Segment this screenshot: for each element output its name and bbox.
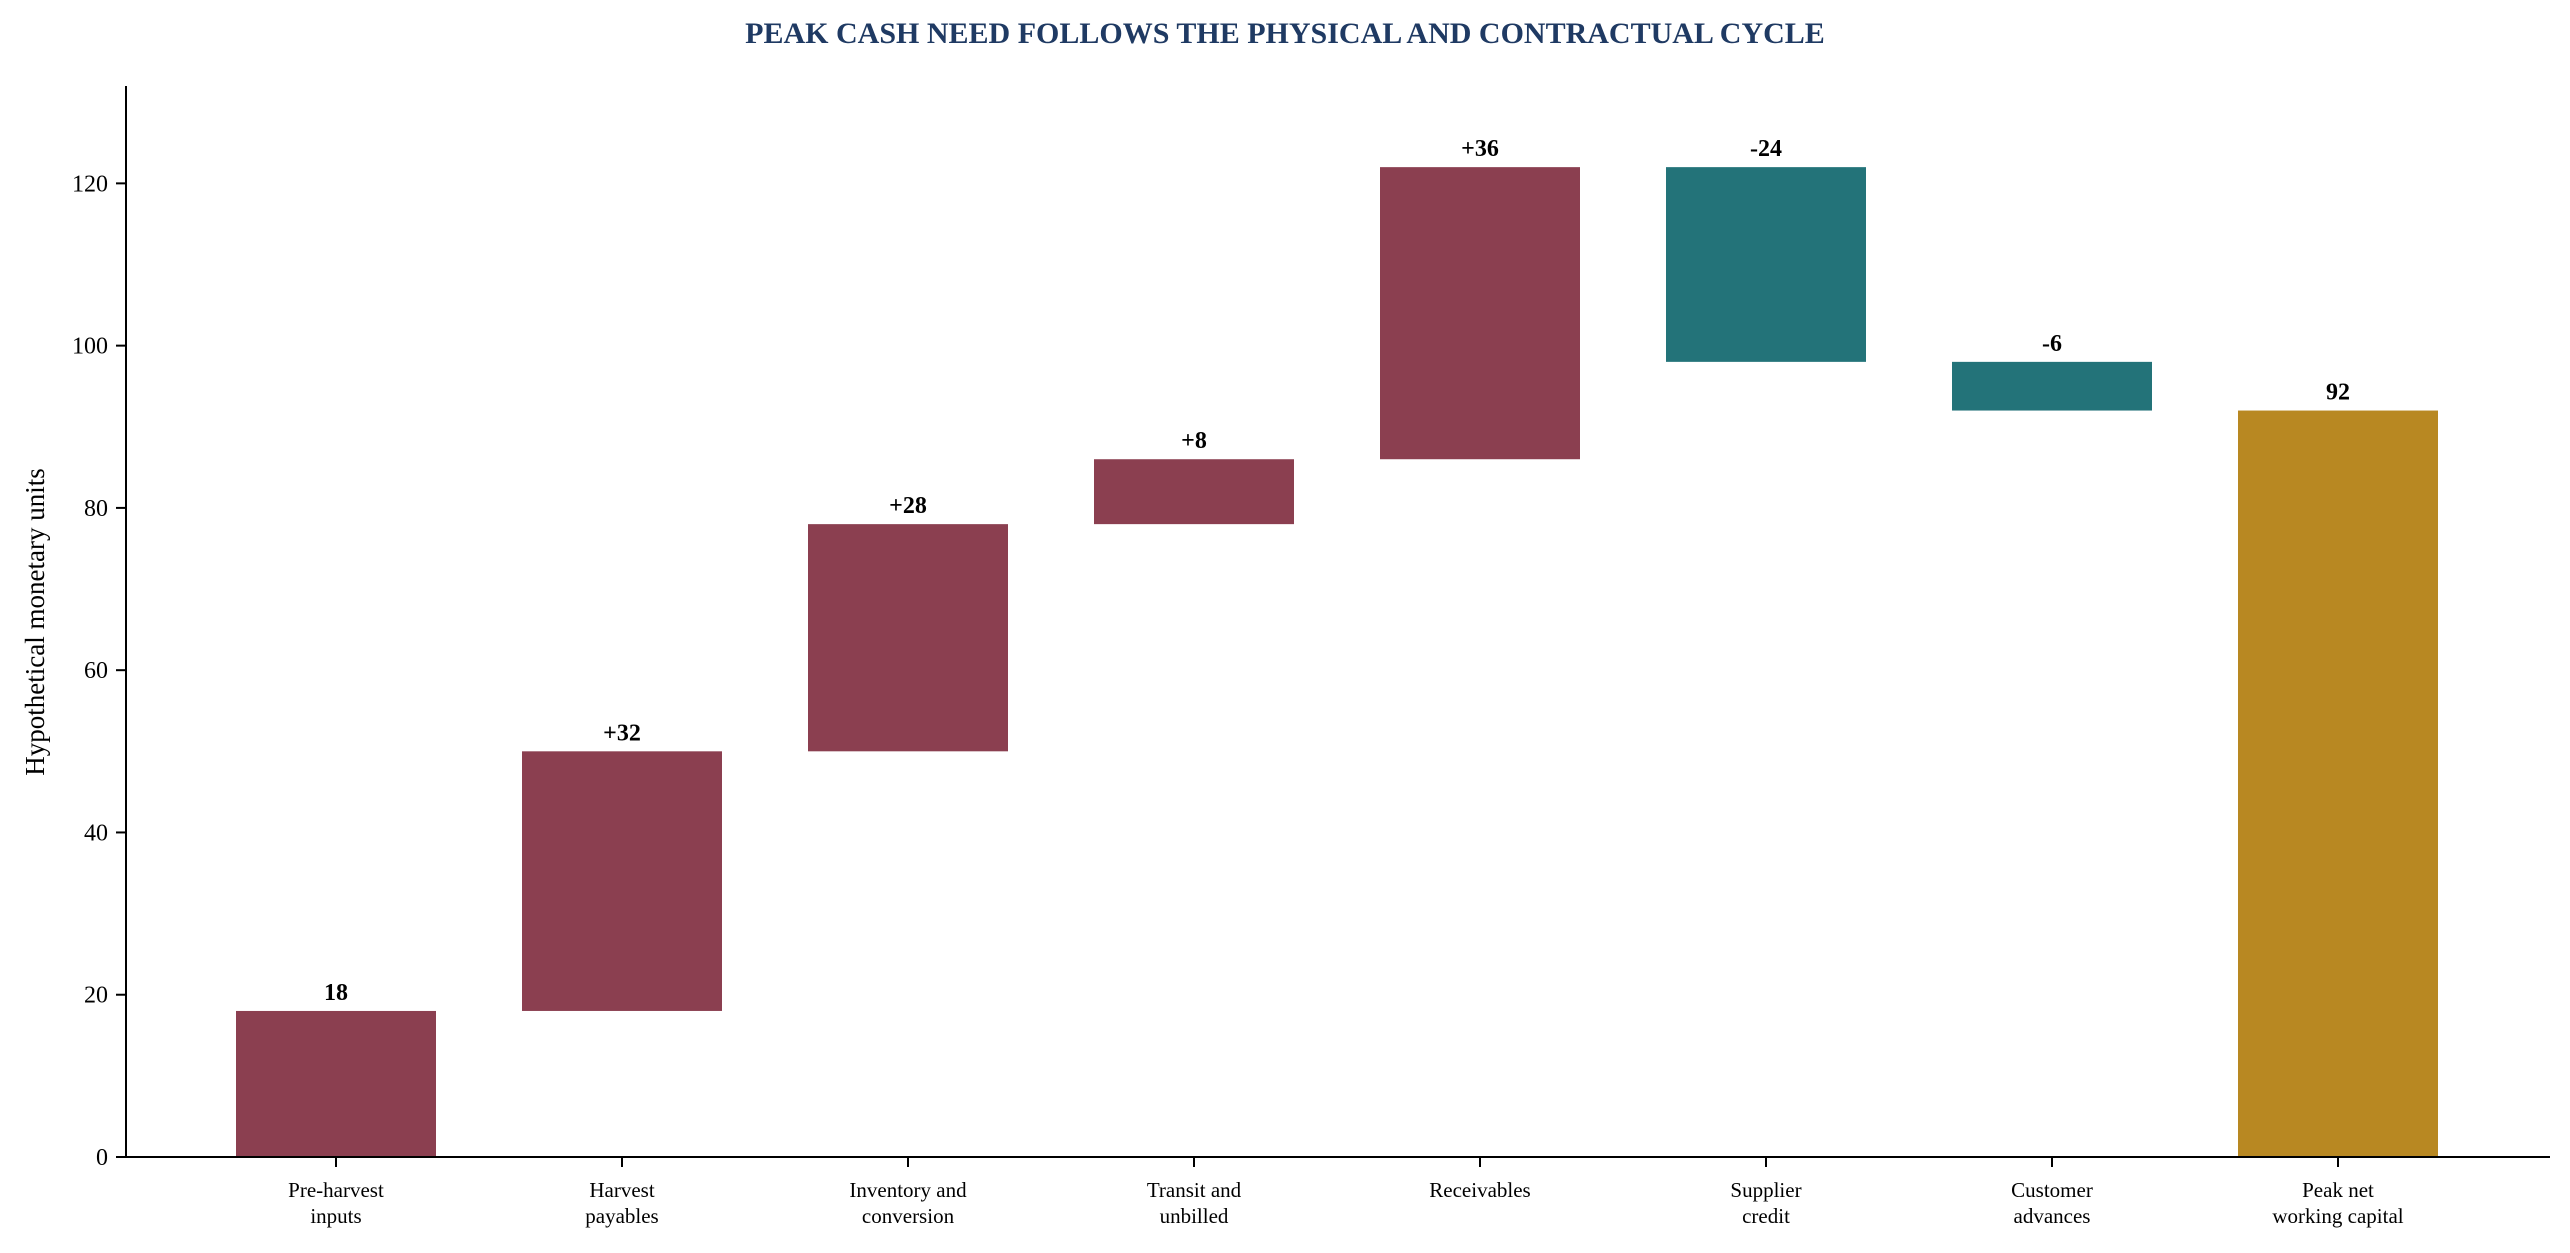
x-tick-label: Supplier [1730,1178,1801,1202]
bar-increase [808,524,1008,752]
x-tick-label: payables [585,1204,658,1228]
chart-title: PEAK CASH NEED FOLLOWS THE PHYSICAL AND … [745,17,1825,50]
data-label: -24 [1750,136,1782,162]
bar-increase [1380,167,1580,460]
x-tick-label: Customer [2011,1178,2093,1202]
data-label: +36 [1461,136,1499,162]
bars [236,167,2438,1158]
bar-increase [522,751,722,1011]
y-tick-label: 100 [72,334,108,360]
y-tick-label: 80 [84,496,108,522]
y-tick-label: 20 [84,983,108,1009]
bar-increase [1094,459,1294,525]
y-tick-label: 120 [72,171,108,197]
data-label: -6 [2042,331,2062,357]
x-tick-label: Inventory and [849,1178,967,1202]
y-tick-label: 60 [84,658,108,684]
x-tick-label: conversion [862,1204,955,1228]
y-tick-label: 0 [96,1145,108,1171]
y-axis: 0 20 40 60 80 100 120 [72,86,127,1171]
x-tick-label: Transit and [1147,1178,1242,1202]
x-tick-label: advances [2014,1204,2091,1228]
bar-decrease [1666,167,1866,362]
x-tick-label: unbilled [1160,1204,1229,1228]
x-tick-label: credit [1742,1204,1790,1228]
x-tick-label: working capital [2272,1204,2403,1228]
x-tick-label: Harvest [589,1178,654,1202]
bar-decrease [1952,361,2152,411]
data-label: +28 [889,493,927,519]
y-tick-label: 40 [84,820,108,846]
data-labels: 18 +32 +28 +8 +36 -24 -6 92 [324,136,2350,1006]
bar-total [2238,410,2438,1158]
x-tick-label: Pre-harvest [288,1178,384,1202]
bar-increase [236,1010,436,1157]
data-label: 18 [324,980,348,1006]
x-tick-label: inputs [310,1204,361,1228]
y-axis-label: Hypothetical monetary units [20,468,50,775]
data-label: +8 [1181,428,1207,454]
data-label: +32 [603,720,641,746]
x-tick-label: Peak net [2302,1178,2374,1202]
x-tick-label: Receivables [1429,1178,1530,1202]
data-label: 92 [2326,380,2350,406]
